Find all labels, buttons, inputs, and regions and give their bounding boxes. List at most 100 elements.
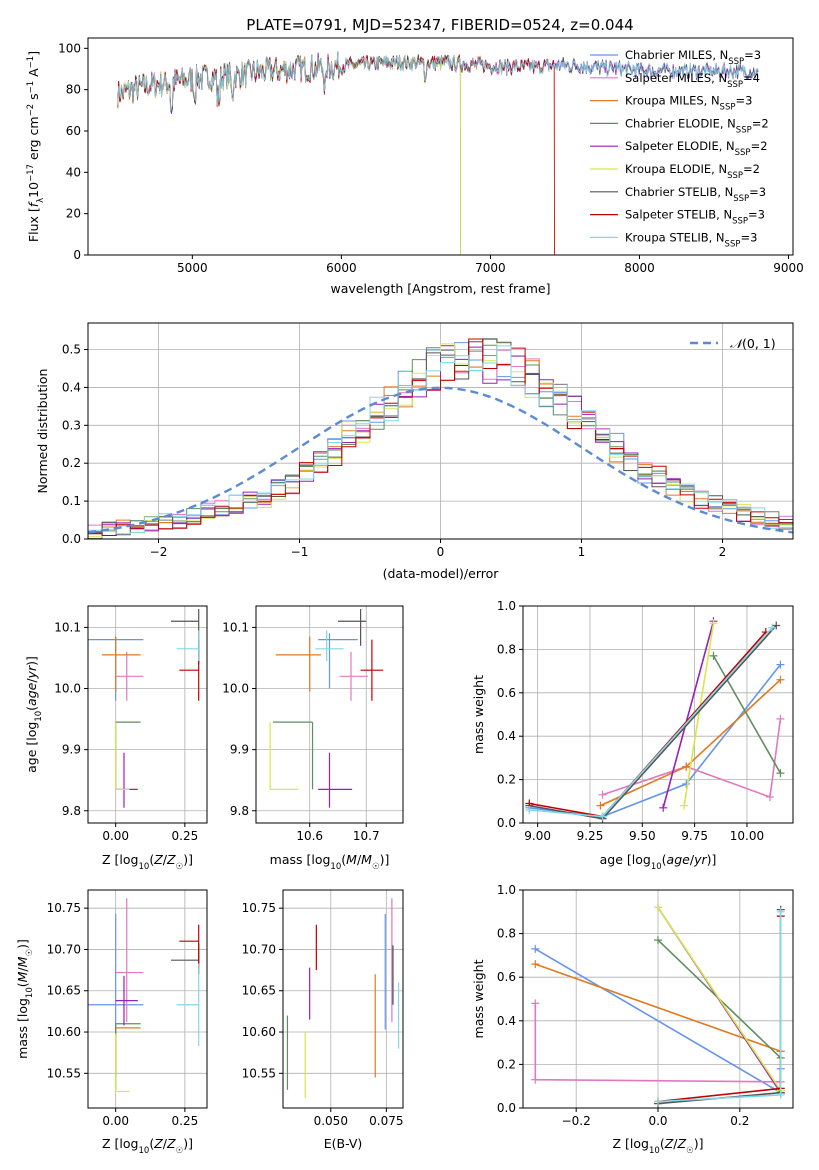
plot-area xyxy=(88,898,200,1093)
x-tick-label: 0.0 xyxy=(648,1114,667,1128)
legend-label-salpeter_miles: Salpeter MILES, NSSP=4 xyxy=(625,71,760,90)
y-tick-label: 10.60 xyxy=(47,1025,81,1039)
y-tick-label: 0.6 xyxy=(497,970,516,984)
plot-area xyxy=(286,898,400,1099)
histogram-kroupa_stelib xyxy=(87,345,794,539)
x-tick-label: 0.00 xyxy=(102,829,129,843)
x-tick-label: 10.00 xyxy=(730,829,764,843)
spectrum-line-chabrier_elodie xyxy=(117,53,461,256)
series-kroupa_miles xyxy=(596,675,785,810)
y-tick-label: 0.4 xyxy=(497,729,516,743)
series-marker-kroupa_miles xyxy=(596,801,605,810)
x-axis-label: Z [log10(Z/Z☉)] xyxy=(102,852,193,872)
y-tick-label: 9.8 xyxy=(62,804,81,818)
x-tick-label: 0.00 xyxy=(102,1114,129,1128)
axes-mass_vs_z: 0.00 0.25 10.55 10.60 10.65 10.70 10.75 Z [log1… xyxy=(15,889,208,1156)
y-tick-label: 10.65 xyxy=(242,984,276,998)
spectrum-legend: Chabrier MILES, NSSP=3 Salpeter MILES, NS… xyxy=(590,48,769,249)
errorbar-chabrier_miles xyxy=(88,913,144,1030)
errorbar-kroupa_elodie xyxy=(115,1033,130,1093)
series-marker-salpeter_miles xyxy=(531,1075,540,1084)
series-marker-chabrier_elodie xyxy=(709,651,718,660)
plot-area xyxy=(525,617,785,823)
y-tick-label: 100 xyxy=(58,41,81,55)
series-marker-kroupa_stelib xyxy=(776,1090,785,1099)
errorbar-kroupa_miles xyxy=(115,1027,141,1078)
y-axis-label: mass [log10(M/M☉)] xyxy=(15,939,35,1059)
x-tick-label: 10.6 xyxy=(296,829,323,843)
y-tick-label: 9.9 xyxy=(230,743,249,757)
x-tick-label: 9.25 xyxy=(577,829,604,843)
x-tick-label: 6000 xyxy=(326,261,357,275)
series-kroupa_elodie xyxy=(654,903,785,1095)
series-line-kroupa_stelib xyxy=(657,911,782,1103)
y-tick-label: 0.8 xyxy=(497,927,516,941)
y-axis-label: age [log10(age/yr)] xyxy=(24,656,44,773)
y-tick-label: 1.0 xyxy=(497,883,516,897)
y-tick-label: 0.2 xyxy=(497,773,516,787)
series-salpeter_stelib xyxy=(654,912,785,1106)
series-marker-chabrier_miles xyxy=(776,660,785,669)
y-tick-label: 9.8 xyxy=(230,804,249,818)
series-line-salpeter_elodie xyxy=(662,620,715,809)
series-kroupa_elodie xyxy=(680,619,718,810)
x-axis-label: mass [log10(M/M☉)] xyxy=(270,852,390,872)
y-tick-label: 40 xyxy=(66,165,81,179)
errorbar-salpeter_elodie xyxy=(318,752,353,808)
x-tick-label: 8000 xyxy=(624,261,655,275)
x-axis-label: Z [log10(Z/Z☉)] xyxy=(102,1136,193,1156)
x-tick-label: 9.75 xyxy=(681,829,708,843)
y-tick-label: 20 xyxy=(66,207,81,221)
x-tick-label: 1 xyxy=(578,545,586,559)
series-marker-kroupa_miles xyxy=(682,762,691,771)
axes-weight_vs_age: 9.00 9.25 9.50 9.75 10.00 0.0 0.2 0.4 0.6 0.8 1.0 a… xyxy=(471,599,794,872)
axes-frame xyxy=(282,889,404,1109)
spectrum-line-salpeter_stelib xyxy=(117,53,555,256)
x-axis-label: age [log10(age/yr)] xyxy=(600,852,717,872)
x-tick-label: 0.25 xyxy=(172,829,199,843)
series-line-kroupa_elodie xyxy=(683,623,715,806)
series-chabrier_stelib xyxy=(525,621,781,823)
y-tick-label: 10.70 xyxy=(242,942,276,956)
axes-frame xyxy=(522,605,794,824)
x-tick-label: 9000 xyxy=(773,261,804,275)
y-tick-label: 0.2 xyxy=(497,1057,516,1071)
legend-label-normal: 𝒩(0, 1) xyxy=(730,336,776,351)
legend-label-chabrier_elodie: Chabrier ELODIE, NSSP=2 xyxy=(625,116,769,135)
y-tick-label: 0.8 xyxy=(497,642,516,656)
series-marker-chabrier_stelib xyxy=(772,621,781,630)
errorbar-salpeter_elodie xyxy=(115,752,138,808)
errorbar-kroupa_stelib xyxy=(176,630,200,662)
series-line-salpeter_stelib xyxy=(657,916,782,1103)
y-axis-label: mass weight xyxy=(471,959,486,1038)
errorbar-kroupa_miles xyxy=(275,636,322,692)
y-tick-label: 0.0 xyxy=(497,1101,516,1115)
axes-frame xyxy=(255,605,404,824)
series-chabrier_elodie xyxy=(709,651,785,778)
y-tick-label: 1.0 xyxy=(497,599,516,613)
errorbar-salpeter_elodie xyxy=(115,975,138,1026)
errorbar-chabrier_stelib xyxy=(337,609,367,646)
y-tick-label: 0.3 xyxy=(62,418,81,432)
normal-curve xyxy=(87,386,794,534)
legend-label-kroupa_stelib: Kroupa STELIB, NSSP=3 xyxy=(625,230,757,249)
y-tick-label: 0.4 xyxy=(62,380,81,394)
axes-spectrum: 5000 6000 7000 8000 9000 0 20 40 60 80 100 waveleng… xyxy=(26,37,804,296)
x-tick-label: 0.075 xyxy=(369,1114,403,1128)
x-tick-label: 0.2 xyxy=(730,1114,749,1128)
figure-title: PLATE=0791, MJD=52347, FIBERID=0524, z=0… xyxy=(246,16,633,34)
legend-label-salpeter_stelib: Salpeter STELIB, NSSP=3 xyxy=(625,208,765,227)
series-kroupa_stelib xyxy=(525,623,777,821)
histogram-salpeter_stelib xyxy=(87,338,794,539)
errorbar-chabrier_elodie xyxy=(115,1023,141,1090)
x-tick-label: 5000 xyxy=(177,261,208,275)
x-tick-label: 9.00 xyxy=(524,829,551,843)
x-tick-label: −2 xyxy=(150,545,168,559)
y-tick-label: 10.75 xyxy=(242,901,276,915)
errorbar-kroupa_elodie xyxy=(269,722,299,790)
y-tick-label: 60 xyxy=(66,124,81,138)
y-tick-label: 0.0 xyxy=(62,532,81,546)
axes-frame xyxy=(87,605,208,824)
y-tick-label: 0.6 xyxy=(497,686,516,700)
series-line-chabrier_stelib xyxy=(657,909,782,1105)
